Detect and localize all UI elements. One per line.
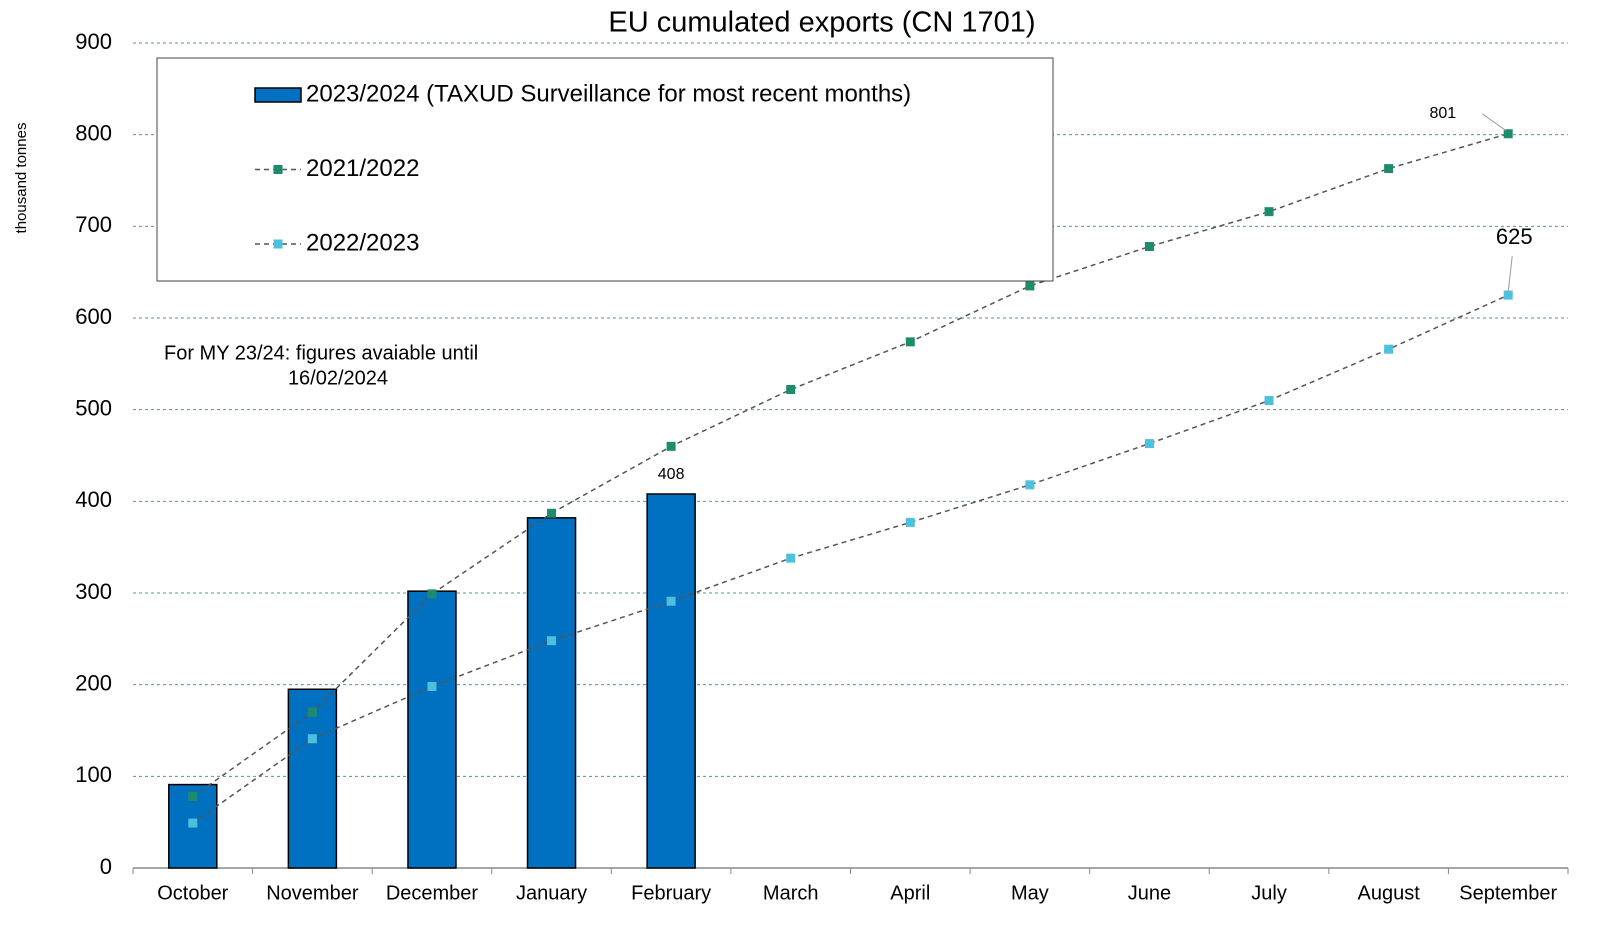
- data-label: 408: [658, 466, 685, 483]
- line: [192, 294, 1509, 824]
- y-tick-label: 800: [75, 120, 112, 145]
- y-tick-label: 200: [75, 670, 112, 695]
- marker: [1384, 344, 1394, 354]
- marker: [188, 792, 198, 801]
- bar: [287, 688, 338, 869]
- x-tick-label: January: [516, 882, 587, 904]
- legend-swatch: [273, 165, 283, 174]
- x-tick-label: June: [1128, 882, 1171, 904]
- annotation: For MY 23/24: figures avaiable until: [164, 342, 478, 364]
- marker: [1384, 164, 1394, 174]
- y-tick-label: 900: [75, 29, 112, 54]
- bar: [407, 590, 457, 869]
- y-tick-label: 100: [75, 762, 112, 787]
- marker: [1025, 281, 1035, 291]
- x-tick-label: November: [266, 882, 359, 904]
- y-tick-label: 400: [75, 487, 112, 512]
- marker: [427, 589, 437, 599]
- legend-swatch: [254, 87, 302, 103]
- x-tick-label: April: [890, 882, 930, 904]
- marker: [1144, 242, 1154, 251]
- legend-label: 2023/2024 (TAXUD Surveillance for most r…: [306, 80, 911, 107]
- y-tick-label: 0: [100, 854, 112, 879]
- marker: [786, 553, 796, 563]
- x-tick-label: July: [1251, 882, 1287, 904]
- legend-box: [156, 57, 1054, 282]
- leader-line: [1481, 113, 1507, 132]
- chart-title: EU cumulated exports (CN 1701): [608, 7, 1035, 39]
- marker: [1025, 480, 1035, 490]
- marker: [1264, 396, 1274, 405]
- marker: [1503, 129, 1513, 139]
- x-tick-label: September: [1459, 882, 1557, 904]
- legend-label: 2022/2023: [306, 229, 419, 256]
- leader-line: [1507, 256, 1513, 293]
- annotation: 16/02/2024: [288, 367, 388, 389]
- y-axis-label: thousand tonnes: [13, 123, 30, 234]
- marker: [905, 337, 915, 347]
- marker: [547, 636, 557, 646]
- x-tick-label: March: [763, 882, 819, 904]
- x-tick-label: October: [157, 882, 228, 904]
- marker: [188, 818, 198, 828]
- marker: [905, 517, 915, 527]
- marker: [1144, 439, 1154, 449]
- x-tick-label: May: [1011, 882, 1049, 904]
- marker: [307, 707, 317, 717]
- y-tick-label: 500: [75, 395, 112, 420]
- marker: [427, 682, 437, 691]
- legend-label: 2021/2022: [306, 155, 419, 182]
- y-tick-label: 300: [75, 579, 112, 604]
- marker: [547, 508, 557, 518]
- marker: [1503, 290, 1513, 300]
- marker: [666, 596, 676, 606]
- data-label: 801: [1430, 105, 1457, 122]
- bar: [646, 493, 696, 869]
- x-tick-label: August: [1357, 882, 1420, 904]
- marker: [786, 385, 796, 394]
- legend-swatch: [273, 239, 283, 249]
- data-label: 625: [1496, 224, 1533, 249]
- bar: [526, 517, 577, 869]
- marker: [666, 441, 676, 451]
- x-tick-label: December: [386, 882, 479, 904]
- y-tick-label: 700: [75, 212, 112, 237]
- marker: [307, 734, 317, 744]
- y-tick-label: 600: [75, 304, 112, 329]
- marker: [1264, 207, 1274, 217]
- line: [192, 133, 1509, 798]
- x-tick-label: February: [631, 882, 711, 904]
